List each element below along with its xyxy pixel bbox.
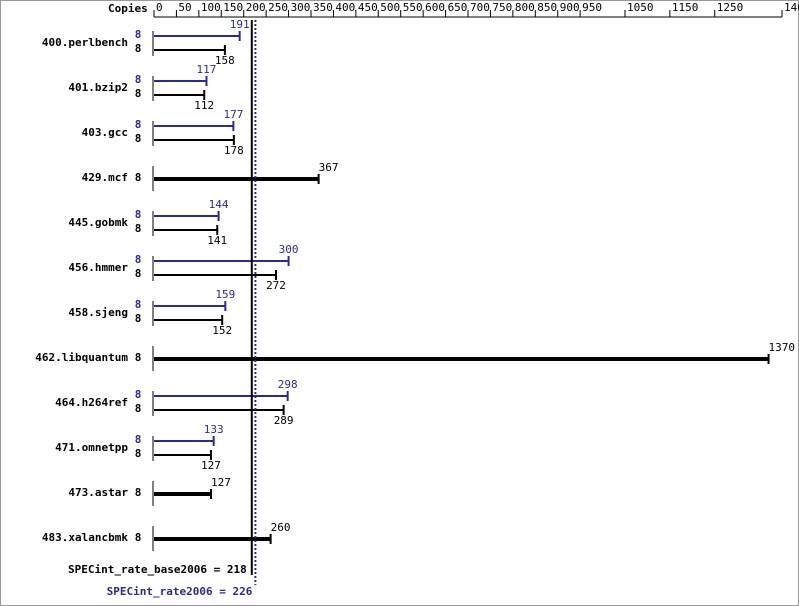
- copies-label: 8: [135, 402, 142, 415]
- value-label: 133: [204, 423, 224, 436]
- copies-label: 8: [135, 312, 142, 325]
- category-label: 401.bzip2: [68, 81, 128, 94]
- x-tick-label: 600: [425, 1, 445, 14]
- category-label: 462.libquantum: [35, 351, 128, 364]
- copies-label: 8: [135, 253, 142, 266]
- value-label: 298: [278, 378, 298, 391]
- value-label: 141: [207, 234, 227, 247]
- x-tick-label: 500: [380, 1, 400, 14]
- x-tick-label: 700: [470, 1, 490, 14]
- category-label: 456.hmmer: [68, 261, 128, 274]
- x-tick-label: 50: [178, 1, 191, 14]
- category-label: 464.h264ref: [55, 396, 128, 409]
- x-tick-label: 550: [403, 1, 423, 14]
- value-label: 300: [279, 243, 299, 256]
- value-label: 117: [197, 63, 217, 76]
- x-tick-label: 750: [492, 1, 512, 14]
- copies-label: 8: [135, 351, 142, 364]
- x-tick-label: 1050: [627, 1, 654, 14]
- copies-label: 8: [135, 388, 142, 401]
- value-label: 191: [230, 18, 250, 31]
- category-label: 458.sjeng: [68, 306, 128, 319]
- copies-label: 8: [135, 42, 142, 55]
- value-label: 144: [209, 198, 229, 211]
- copies-label: 8: [135, 87, 142, 100]
- value-label: 367: [319, 161, 339, 174]
- x-tick-label: 800: [515, 1, 535, 14]
- category-label: 429.mcf: [82, 171, 128, 184]
- copies-label: 8: [135, 118, 142, 131]
- x-tick-label: 350: [313, 1, 333, 14]
- x-tick-label: 200: [246, 1, 266, 14]
- value-label: 158: [215, 54, 235, 67]
- x-tick-label: 150: [223, 1, 243, 14]
- category-label: 403.gcc: [82, 126, 128, 139]
- copies-label: 8: [135, 132, 142, 145]
- value-label: 159: [215, 288, 235, 301]
- value-label: 112: [194, 99, 214, 112]
- copies-label: 8: [135, 531, 142, 544]
- value-label: 127: [201, 459, 221, 472]
- value-label: 177: [223, 108, 243, 121]
- x-tick-label: 100: [201, 1, 221, 14]
- copies-label: 8: [135, 222, 142, 235]
- reference-label: SPECint_rate2006 = 226: [107, 585, 253, 598]
- copies-label: 8: [135, 298, 142, 311]
- x-tick-label: 450: [358, 1, 378, 14]
- x-tick-label: 900: [560, 1, 580, 14]
- value-label: 260: [271, 521, 291, 534]
- copies-label: 8: [135, 267, 142, 280]
- copies-header: Copies: [108, 2, 148, 15]
- value-label: 152: [212, 324, 232, 337]
- x-tick-label: 1250: [717, 1, 744, 14]
- copies-label: 8: [135, 73, 142, 86]
- category-label: 483.xalancbmk: [42, 531, 128, 544]
- x-tick-label: 1400: [784, 1, 799, 14]
- category-label: 471.omnetpp: [55, 441, 128, 454]
- x-tick-label: 300: [291, 1, 311, 14]
- x-tick-label: 950: [582, 1, 602, 14]
- category-label: 473.astar: [68, 486, 128, 499]
- category-label: 445.gobmk: [68, 216, 128, 229]
- copies-label: 8: [135, 208, 142, 221]
- copies-label: 8: [135, 447, 142, 460]
- value-label: 178: [224, 144, 244, 157]
- x-tick-label: 0: [156, 1, 163, 14]
- x-tick-label: 650: [448, 1, 468, 14]
- value-label: 289: [274, 414, 294, 427]
- value-label: 1370: [769, 341, 796, 354]
- copies-label: 8: [135, 28, 142, 41]
- copies-label: 8: [135, 486, 142, 499]
- x-tick-label: 1150: [672, 1, 699, 14]
- copies-label: 8: [135, 433, 142, 446]
- x-tick-label: 850: [537, 1, 557, 14]
- value-label: 272: [266, 279, 286, 292]
- copies-label: 8: [135, 171, 142, 184]
- x-tick-label: 400: [335, 1, 355, 14]
- value-label: 127: [211, 476, 231, 489]
- category-label: 400.perlbench: [42, 36, 128, 49]
- x-tick-label: 250: [268, 1, 288, 14]
- reference-label: SPECint_rate_base2006 = 218: [68, 563, 247, 576]
